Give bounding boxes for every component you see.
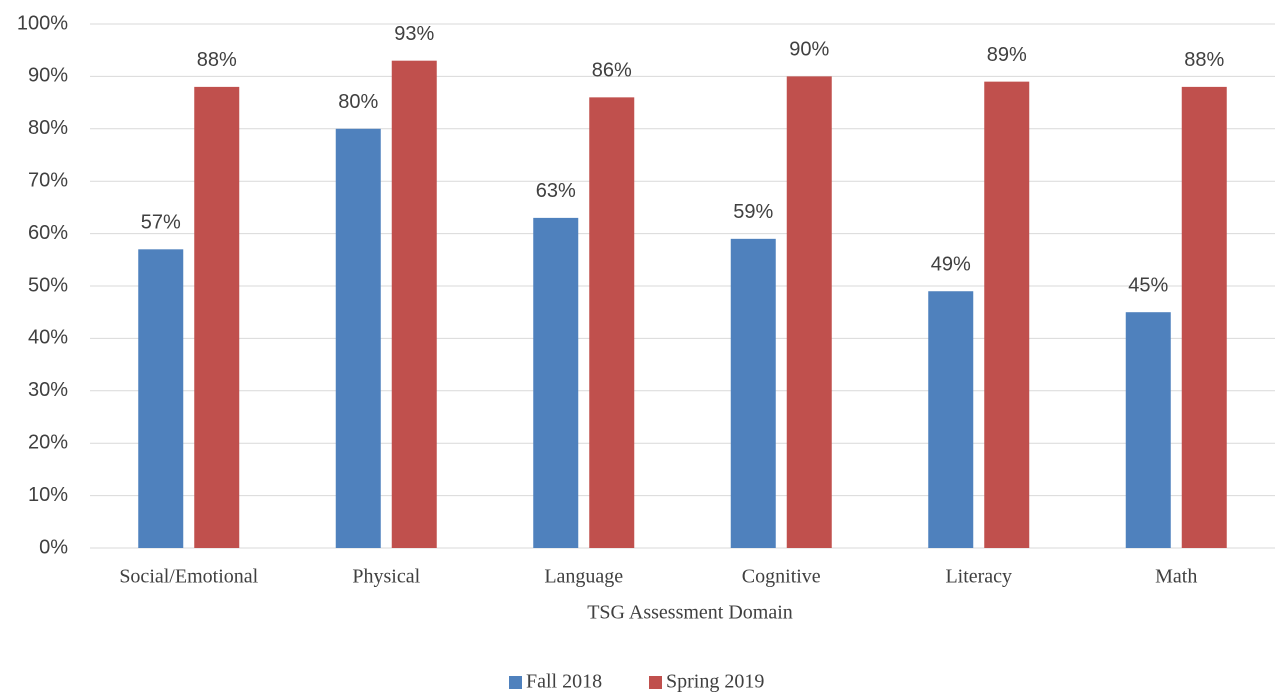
x-axis-label: TSG Assessment Domain	[587, 602, 793, 624]
x-tick-label: Math	[1155, 566, 1197, 588]
x-tick-label: Social/Emotional	[119, 566, 258, 588]
bar	[730, 238, 776, 548]
data-label: 90%	[789, 39, 829, 61]
y-tick-label: 40%	[28, 327, 68, 349]
x-tick-label: Physical	[352, 566, 420, 588]
x-tick-label: Language	[544, 566, 623, 588]
bar	[335, 128, 381, 549]
data-label: 45%	[1128, 274, 1168, 296]
data-label: 63%	[536, 180, 576, 202]
bar	[533, 217, 579, 548]
legend-label: Spring 2019	[666, 671, 764, 692]
y-tick-label: 70%	[28, 169, 68, 191]
y-tick-label: 60%	[28, 222, 68, 244]
legend-label: Fall 2018	[526, 671, 602, 692]
x-tick-label: Literacy	[945, 566, 1012, 588]
y-tick-label: 0%	[39, 536, 68, 558]
y-tick-label: 30%	[28, 379, 68, 401]
bar	[786, 76, 832, 549]
bar	[138, 249, 184, 548]
data-label: 57%	[141, 212, 181, 234]
y-tick-label: 80%	[28, 117, 68, 139]
bar	[928, 291, 974, 548]
y-tick-label: 90%	[28, 65, 68, 87]
bar	[194, 86, 240, 548]
y-tick-label: 100%	[17, 12, 68, 34]
bar	[1181, 86, 1227, 548]
bar	[1125, 312, 1171, 548]
y-tick-label: 10%	[28, 484, 68, 506]
bar	[589, 97, 635, 549]
legend-swatch	[509, 676, 522, 689]
x-tick-label: Cognitive	[742, 566, 821, 588]
data-label: 93%	[394, 23, 434, 45]
bar	[984, 81, 1030, 548]
data-label: 80%	[338, 91, 378, 113]
data-label: 49%	[931, 254, 971, 276]
data-label: 88%	[1184, 49, 1224, 71]
data-label: 59%	[733, 201, 773, 223]
bar	[391, 60, 437, 549]
y-tick-label: 50%	[28, 274, 68, 296]
data-label: 86%	[592, 60, 632, 82]
data-label: 88%	[197, 49, 237, 71]
data-label: 89%	[987, 44, 1027, 66]
y-tick-label: 20%	[28, 431, 68, 453]
legend-swatch	[649, 676, 662, 689]
